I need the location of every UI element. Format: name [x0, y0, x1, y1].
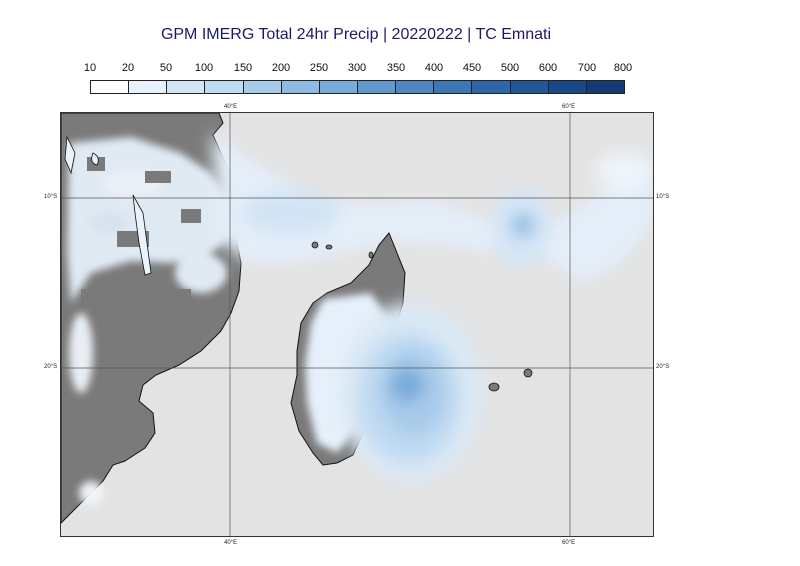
latitude-label-20s-right: 20°S — [656, 364, 670, 370]
lake-tanganyika — [64, 135, 76, 175]
reunion-island — [488, 382, 500, 392]
colorbar-swatch — [281, 81, 320, 93]
colorbar — [90, 80, 625, 94]
colorbar-label: 700 — [577, 62, 597, 74]
colorbar-label: 150 — [233, 62, 253, 74]
colorbar-label: 20 — [121, 62, 135, 74]
colorbar-label: 100 — [194, 62, 214, 74]
longitude-label-40e-bottom: 40°E — [224, 540, 238, 546]
map-canvas — [61, 113, 653, 536]
colorbar-swatch — [167, 81, 206, 93]
precip-tc-emnati — [339, 303, 483, 483]
colorbar-swatch — [205, 81, 244, 93]
colorbar-swatch — [243, 81, 282, 93]
colorbar-labels: 10 20 50 100 150 200 250 300 350 400 450… — [84, 62, 632, 76]
precip-band-north — [211, 133, 653, 283]
colorbar-swatch — [510, 81, 549, 93]
colorbar-label: 200 — [271, 62, 291, 74]
colorbar-label: 300 — [347, 62, 367, 74]
colorbar-label: 500 — [500, 62, 520, 74]
latitude-label-10s-left: 10°S — [44, 194, 58, 200]
colorbar-swatch — [548, 81, 587, 93]
longitude-label-60e-top: 60°E — [562, 104, 576, 110]
colorbar-legend: 10 20 50 100 150 200 250 300 350 400 450… — [84, 62, 632, 96]
map-title: GPM IMERG Total 24hr Precip | 20220222 |… — [160, 26, 552, 43]
colorbar-swatch — [91, 81, 130, 93]
colorbar-label: 800 — [613, 62, 633, 74]
comoros-island — [325, 244, 333, 250]
lake-rukwa — [91, 152, 99, 166]
longitude-label-60e-bottom: 60°E — [562, 540, 576, 546]
colorbar-label: 10 — [83, 62, 97, 74]
colorbar-swatch — [434, 81, 473, 93]
colorbar-label: 400 — [424, 62, 444, 74]
colorbar-swatch — [319, 81, 358, 93]
colorbar-label: 250 — [309, 62, 329, 74]
latitude-label-20s-left: 20°S — [44, 364, 58, 370]
colorbar-label: 50 — [159, 62, 173, 74]
colorbar-swatch — [586, 81, 624, 93]
colorbar-swatch — [129, 81, 168, 93]
mauritius-island — [523, 368, 533, 378]
latitude-label-10s-right: 10°S — [656, 194, 670, 200]
colorbar-label: 600 — [538, 62, 558, 74]
map-panel[interactable] — [60, 112, 654, 537]
colorbar-label: 350 — [386, 62, 406, 74]
mayotte-island — [368, 251, 374, 259]
graticule — [61, 113, 653, 536]
colorbar-swatch — [357, 81, 397, 93]
colorbar-label: 450 — [462, 62, 482, 74]
longitude-label-40e-top: 40°E — [224, 104, 238, 110]
comoros-island — [311, 241, 319, 249]
colorbar-swatch — [396, 81, 435, 93]
colorbar-swatch — [472, 81, 511, 93]
lake-malawi — [132, 194, 152, 276]
